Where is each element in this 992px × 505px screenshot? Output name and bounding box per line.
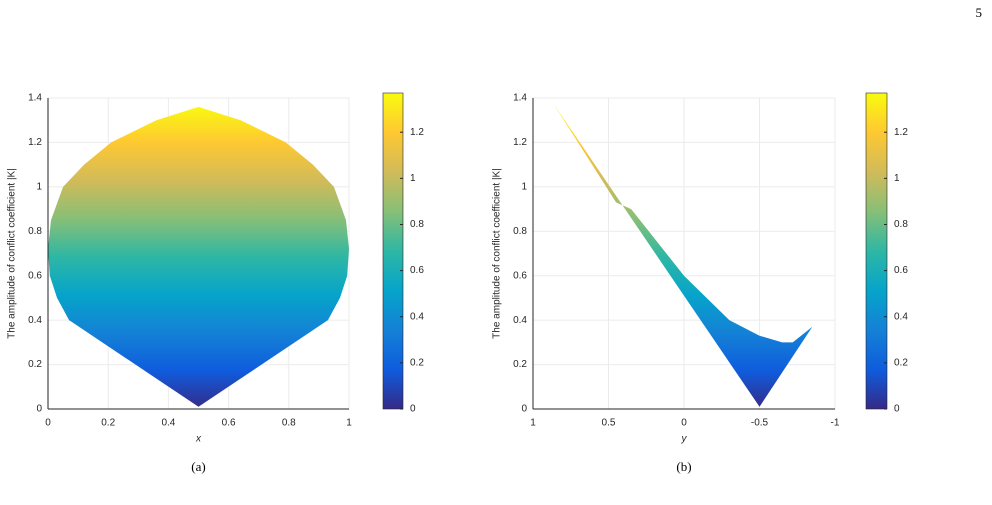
x-tick-label: 1: [346, 418, 352, 429]
y-tick-label: 0: [36, 404, 42, 415]
y-tick-label: 1.4: [28, 93, 42, 104]
colorbar-tick-label: 0.6: [410, 265, 424, 276]
x-axis-label: x: [195, 434, 202, 445]
page-number: 5: [976, 5, 983, 20]
x-tick-label: 0.2: [101, 418, 115, 429]
surface-region: [48, 106, 349, 407]
y-tick-label: 0: [521, 404, 527, 415]
y-tick-label: 0.4: [28, 315, 42, 326]
x-tick-label: 0: [45, 418, 51, 429]
colorbar-tick-label: 0.8: [894, 219, 908, 230]
y-tick-label: 0.2: [28, 359, 42, 370]
colorbar-tick-label: 1: [410, 173, 416, 184]
y-tick-label: 0.4: [513, 315, 527, 326]
y-tick-label: 0.8: [513, 226, 527, 237]
colorbar-tick-label: 0.2: [410, 358, 424, 369]
y-tick-label: 0.6: [28, 270, 42, 281]
x-tick-label: 0.6: [222, 418, 236, 429]
x-tick-label: -0.5: [751, 418, 769, 429]
colorbar: [865, 92, 888, 410]
colorbar-tick-label: 0: [894, 404, 900, 415]
colorbar-tick-label: 1: [894, 173, 900, 184]
colorbar-tick-label: 1.2: [410, 127, 424, 138]
y-tick-label: 1: [521, 181, 527, 192]
colorbar-tick-label: 1.2: [894, 127, 908, 138]
y-axis-label: The amplitude of conflict coefficient |K…: [7, 168, 18, 339]
caption: (b): [676, 459, 691, 474]
x-tick-label: 0.5: [602, 418, 616, 429]
y-tick-label: 1.4: [513, 93, 527, 104]
y-tick-label: 1: [36, 181, 42, 192]
y-tick-label: 0.8: [28, 226, 42, 237]
x-axis-label: y: [681, 434, 688, 445]
x-tick-label: 1: [530, 418, 536, 429]
colorbar-tick-label: 0.4: [410, 311, 424, 322]
y-tick-label: 1.2: [28, 137, 42, 148]
colorbar: [382, 92, 404, 410]
y-tick-label: 0.2: [513, 359, 527, 370]
x-tick-label: 0: [681, 418, 687, 429]
x-tick-label: 0.4: [161, 418, 175, 429]
colorbar-tick-label: 0: [410, 404, 416, 415]
colorbar-tick-label: 0.4: [894, 311, 908, 322]
y-tick-label: 0.6: [513, 270, 527, 281]
surface-region: [552, 102, 813, 407]
caption: (a): [191, 459, 205, 474]
colorbar-tick-label: 0.8: [410, 219, 424, 230]
y-axis-label: The amplitude of conflict coefficient |K…: [492, 168, 503, 339]
x-tick-label: 0.8: [282, 418, 296, 429]
colorbar-tick-label: 0.6: [894, 265, 908, 276]
colorbar-tick-label: 0.2: [894, 358, 908, 369]
y-tick-label: 1.2: [513, 137, 527, 148]
x-tick-label: -1: [831, 418, 840, 429]
